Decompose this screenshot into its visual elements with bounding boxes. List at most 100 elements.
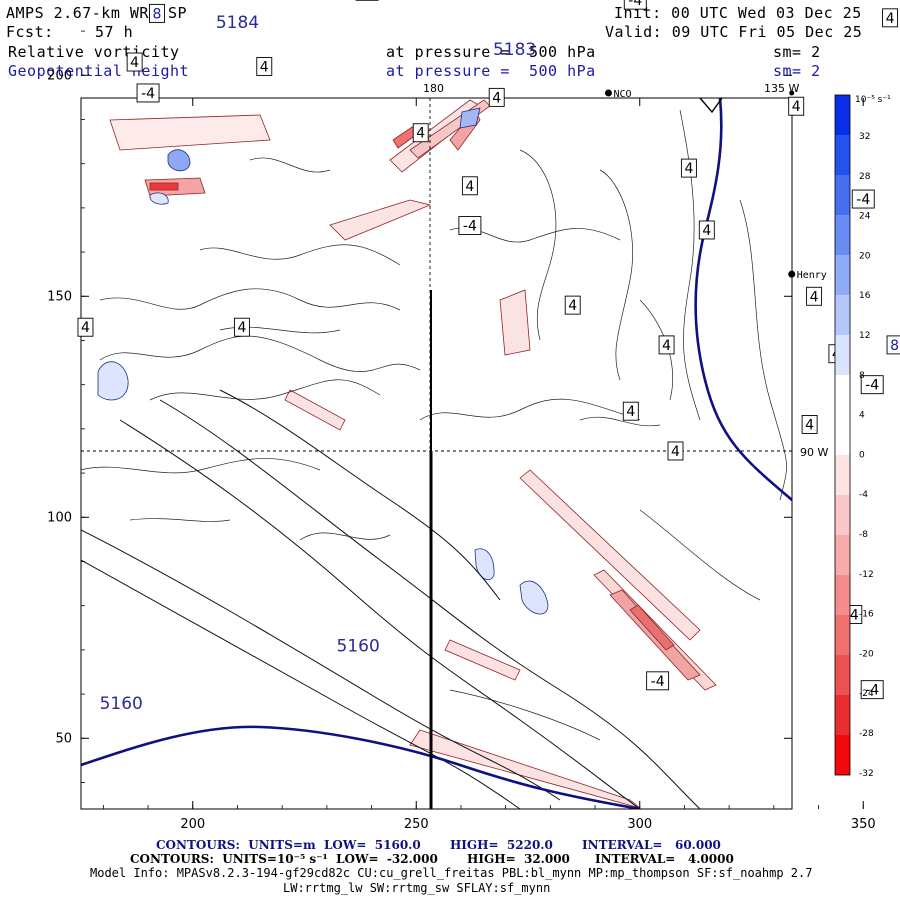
colorbar-segment — [835, 335, 850, 375]
height-contour-label: 5183 — [493, 40, 536, 60]
field2-level: at pressure = 500 hPa — [386, 62, 596, 80]
vorticity-label: 8 — [890, 338, 899, 354]
vorticity-label: 4 — [805, 417, 814, 433]
vorticity-label: 4 — [850, 608, 859, 624]
colorbar: 32 28 24 20 16 12 8 4 0 -4 -8 -12 -16 -20 -24 -28 -32 — [834, 94, 874, 779]
colorbar-label: 8 — [859, 371, 865, 381]
vorticity-label: 4 — [416, 126, 425, 142]
station-label: Henry — [797, 270, 827, 281]
colorbar-segment — [835, 415, 850, 455]
x-tick-label: 200 — [180, 817, 205, 832]
x-tick-label: 250 — [404, 817, 429, 832]
colorbar-frame — [834, 94, 851, 776]
colorbar-segment — [835, 695, 850, 735]
vorticity-label-box — [667, 441, 684, 461]
vorticity-label-box — [256, 56, 273, 76]
colorbar-label: 16 — [859, 291, 871, 301]
model-title: AMPS 2.67-km WRF SP — [6, 4, 188, 22]
footer-vorticity-contours: CONTOURS: UNITS=10⁻⁵ s⁻¹ LOW= -32.000 HI… — [130, 852, 734, 866]
vorticity-label: 4 — [626, 404, 635, 420]
colorbar-label: 32 — [859, 132, 870, 142]
colorbar-label: -20 — [859, 649, 874, 659]
vorticity-label-box — [461, 176, 478, 196]
vorticity-label-box — [806, 286, 823, 306]
vorticity-label: -4 — [141, 86, 155, 102]
footer-model-info: Model Info: MPASv8.2.3-194-gf29cd82c CU:… — [90, 866, 813, 880]
vorticity-label-box — [564, 295, 581, 315]
vorticity-label: 4 — [81, 320, 90, 336]
vorticity-contours — [81, 109, 787, 741]
field2-name: Geopotential height — [8, 62, 190, 80]
footer-physics-info: LW:rrtmg_lw SW:rrtmg_sw SFLAY:sf_mynn — [283, 881, 551, 895]
vorticity-label: -4 — [865, 378, 879, 394]
forecast-value: 57 h — [95, 23, 134, 41]
y-tick-label: 200 — [47, 68, 72, 83]
colorbar-segment — [835, 255, 850, 295]
station-label: NCO — [613, 89, 631, 100]
colorbar-label: -24 — [859, 689, 874, 699]
station-marker — [788, 270, 796, 278]
vorticity-label-box — [412, 123, 429, 143]
field1-level: at pressure = 500 hPa — [386, 43, 596, 61]
station-marker — [604, 89, 612, 97]
vorticity-label: 4 — [810, 289, 819, 305]
vorticity-label-box — [126, 52, 143, 72]
colorbar-label: -28 — [859, 729, 874, 739]
colorbar-segment — [835, 615, 850, 655]
colorbar-label: -16 — [859, 610, 874, 620]
colorbar-label: -8 — [859, 530, 868, 540]
colorbar-segment — [835, 375, 850, 415]
colorbar-segment — [835, 295, 850, 335]
vorticity-label: -4 — [865, 683, 879, 699]
vorticity-label-box — [458, 216, 482, 236]
colorbar-segment — [835, 175, 850, 215]
lon-label-90w: 90 W — [800, 446, 828, 459]
vorticity-label-box — [851, 189, 875, 209]
forecast-label: Fcst: — [6, 23, 54, 41]
vorticity-label-box — [788, 96, 805, 116]
vorticity-shading — [109, 99, 717, 809]
vorticity-label-box — [149, 3, 165, 23]
vorticity-label-box — [801, 415, 818, 434]
vorticity-labels-layer: 4444444444444444444444444444444444444444… — [77, 0, 900, 700]
vorticity-label-box — [886, 335, 900, 355]
valid-time: Valid: 09 UTC Fri 05 Dec 25 — [605, 23, 863, 41]
vorticity-label-box — [488, 87, 505, 107]
colorbar-segment — [835, 655, 850, 695]
cross-section-endpoint — [789, 90, 795, 96]
vorticity-label: 4 — [671, 444, 680, 460]
vorticity-label: 4 — [568, 298, 577, 314]
colorbar-label: 4 — [859, 411, 865, 421]
colorbar-label: -4 — [859, 490, 868, 500]
colorbar-label: 28 — [859, 172, 871, 182]
x-tick-label: 350 — [851, 817, 876, 832]
field1-smoothing: sm= 2 — [773, 43, 821, 61]
colorbar-segment — [835, 575, 850, 615]
colorbar-label: -32 — [859, 769, 874, 779]
colorbar-segment — [835, 535, 850, 575]
vorticity-label-box — [233, 317, 250, 337]
height-labels-layer: 51845183516051605160H — [100, 0, 537, 714]
colorbar-label: 24 — [859, 212, 871, 222]
vorticity-label-box — [860, 375, 884, 395]
y-tick-label: 100 — [47, 510, 72, 525]
colorbar-units: 10⁻⁵ s⁻¹ — [855, 95, 891, 105]
axis-ticks: 20025030035040045035030025020015010050 — [47, 30, 876, 832]
vorticity-label-box — [860, 680, 884, 700]
y-tick-label: 150 — [47, 289, 72, 304]
vorticity-label: -4 — [651, 674, 665, 690]
colorbar-label: 0 — [859, 450, 865, 460]
coastline-fragment — [699, 98, 723, 114]
vorticity-label: 4 — [702, 223, 711, 239]
vorticity-label-box — [136, 83, 160, 103]
height-contour-5160 — [81, 725, 641, 809]
vorticity-label: 4 — [684, 161, 693, 177]
vorticity-label-box — [622, 401, 639, 421]
lon-label-135w: 135 W — [764, 82, 799, 95]
vorticity-label-box — [646, 671, 670, 691]
vorticity-label: 4 — [662, 338, 671, 354]
colorbar-label: 12 — [859, 331, 870, 341]
stations-layer: RDGKLNHRCNCOHenryAG2 — [604, 89, 827, 281]
vorticity-label-box — [882, 8, 899, 28]
map-frame — [80, 97, 793, 810]
